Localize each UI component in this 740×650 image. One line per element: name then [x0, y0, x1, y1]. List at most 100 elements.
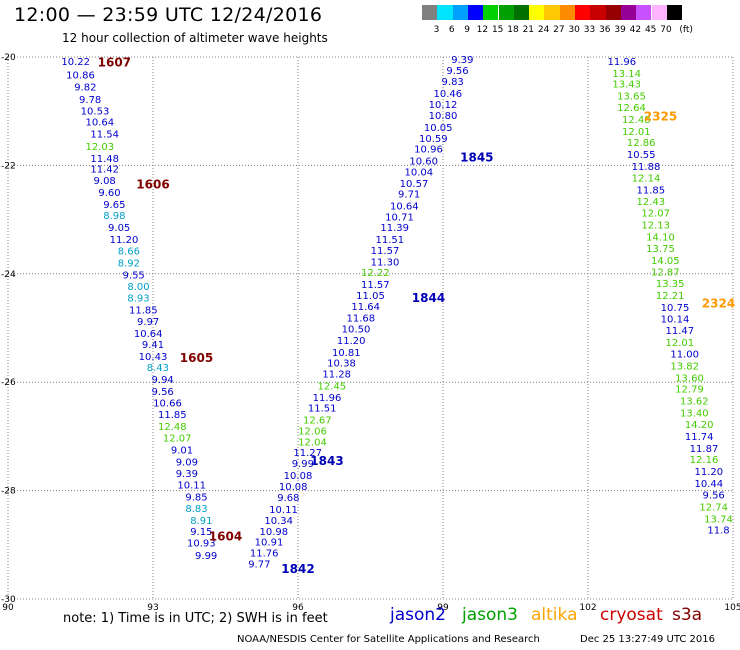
pass-number-label: 1842 — [281, 562, 314, 576]
swh-data-label: 9.56 — [446, 66, 468, 77]
color-scale-label: 24 — [537, 25, 550, 35]
swh-data-label: 10.71 — [385, 212, 414, 223]
color-scale-label: 18 — [507, 25, 519, 35]
swh-data-label: 11.28 — [322, 370, 351, 381]
swh-data-label: 10.86 — [66, 70, 95, 81]
swh-data-label: 12.06 — [298, 426, 327, 437]
legend-item-s3a: s3a — [672, 605, 703, 625]
swh-data-label: 11.39 — [380, 223, 409, 234]
swh-data-label: 8.66 — [118, 247, 140, 258]
y-tick-label: -20 — [1, 53, 16, 63]
swh-data-label: 13.74 — [704, 514, 733, 525]
y-tick-label: -30 — [1, 595, 16, 605]
color-swatch — [559, 5, 575, 20]
color-scale-label: 39 — [614, 25, 626, 35]
swh-data-label: 13.14 — [612, 69, 641, 80]
swh-data-label: 9.01 — [171, 445, 193, 456]
swh-data-label: 9.08 — [94, 176, 116, 187]
color-swatch — [575, 5, 591, 20]
swh-data-label: 9.39 — [176, 469, 198, 480]
swh-data-label: 11.85 — [637, 185, 666, 196]
swh-data-label: 12.45 — [318, 381, 347, 392]
pass-number-label: 2324 — [702, 297, 735, 311]
data-labels: 10.2210.869.829.7810.5310.6411.5412.0311… — [61, 55, 732, 570]
swh-data-label: 11.48 — [90, 154, 119, 165]
swh-data-label: 13.65 — [617, 92, 646, 103]
swh-data-label: 10.93 — [187, 539, 216, 550]
swh-data-label: 11.8 — [707, 526, 729, 537]
swh-data-label: 10.55 — [627, 150, 656, 161]
swh-data-label: 11.51 — [308, 404, 337, 415]
page-title: 12:00 — 23:59 UTC 12/24/2016 — [14, 4, 323, 26]
swh-data-label: 12.79 — [675, 385, 704, 396]
y-tick-label: -22 — [1, 161, 16, 171]
color-swatch — [636, 5, 652, 20]
swh-data-label: 10.22 — [61, 57, 90, 68]
swh-data-label: 10.11 — [177, 481, 206, 492]
swh-data-label: 10.64 — [390, 202, 419, 213]
swh-data-label: 8.91 — [190, 516, 212, 527]
color-scale-label: 30 — [568, 25, 580, 35]
swh-data-label: 8.92 — [118, 258, 140, 269]
footer-note: note: 1) Time is in UTC; 2) SWH is in fe… — [63, 611, 328, 626]
color-swatch — [452, 5, 468, 20]
swh-data-label: 12.43 — [637, 197, 666, 208]
swh-data-label: 11.76 — [250, 548, 279, 559]
swh-data-label: 10.66 — [153, 398, 182, 409]
swh-data-label: 10.11 — [269, 505, 298, 516]
x-tick-label: 105 — [724, 603, 740, 613]
swh-data-label: 10.43 — [139, 352, 168, 363]
color-scale-label: 12 — [476, 25, 489, 35]
color-scale-label: 70 — [660, 25, 672, 35]
color-scale-label: 27 — [553, 25, 565, 35]
swh-data-label: 10.59 — [419, 134, 448, 145]
swh-data-label: 12.13 — [641, 221, 670, 232]
x-tick-label: 96 — [292, 603, 304, 613]
swh-data-label: 9.56 — [152, 387, 174, 398]
x-tick-label: 102 — [579, 603, 596, 613]
swh-data-label: 10.08 — [279, 482, 308, 493]
swh-data-label: 9.68 — [277, 493, 299, 504]
swh-data-label: 8.93 — [127, 294, 149, 305]
swh-data-label: 12.21 — [656, 291, 685, 302]
swh-data-label: 10.60 — [409, 157, 438, 168]
swh-data-label: 12.22 — [361, 268, 390, 279]
swh-data-label: 11.27 — [293, 448, 322, 459]
chart-subtitle: 12 hour collection of altimeter wave hei… — [62, 31, 328, 45]
color-swatch — [605, 5, 621, 20]
swh-data-label: 9.78 — [79, 95, 101, 106]
swh-data-label: 10.34 — [264, 516, 293, 527]
plot-grid — [7, 56, 734, 600]
color-scale-label: 15 — [491, 25, 504, 35]
swh-data-label: 10.05 — [424, 123, 453, 134]
swh-data-label: 13.60 — [675, 373, 704, 384]
swh-data-label: 11.68 — [347, 314, 376, 325]
pass-number-label: 2325 — [644, 110, 677, 124]
swh-data-label: 9.55 — [123, 270, 145, 281]
footer-credit: NOAA/NESDIS Center for Satellite Applica… — [237, 634, 540, 645]
swh-data-label: 8.98 — [103, 211, 125, 222]
swh-data-label: 10.98 — [260, 527, 289, 538]
swh-data-label: 12.07 — [641, 209, 670, 220]
swh-data-label: 11.64 — [351, 302, 380, 313]
swh-data-label: 10.64 — [86, 118, 115, 129]
color-swatch — [437, 5, 453, 20]
pass-number-label: 1604 — [209, 530, 242, 544]
swh-data-label: 12.48 — [622, 115, 651, 126]
pass-number-label: 1845 — [460, 150, 493, 164]
swh-data-label: 11.20 — [337, 336, 366, 347]
swh-data-label: 13.43 — [612, 80, 641, 91]
color-swatch — [544, 5, 560, 20]
legend-item-cryosat: cryosat — [600, 605, 663, 625]
swh-data-label: 12.04 — [298, 437, 327, 448]
swh-data-label: 9.41 — [142, 340, 164, 351]
swh-data-label: 9.85 — [185, 493, 207, 504]
swh-data-label: 11.47 — [666, 326, 695, 337]
swh-data-label: 9.65 — [103, 200, 125, 211]
color-scale-label: 3 — [433, 25, 440, 35]
swh-data-label: 11.88 — [632, 162, 661, 173]
color-swatch — [467, 5, 484, 20]
swh-data-label: 10.12 — [429, 100, 458, 111]
swh-data-label: 9.94 — [152, 375, 174, 386]
